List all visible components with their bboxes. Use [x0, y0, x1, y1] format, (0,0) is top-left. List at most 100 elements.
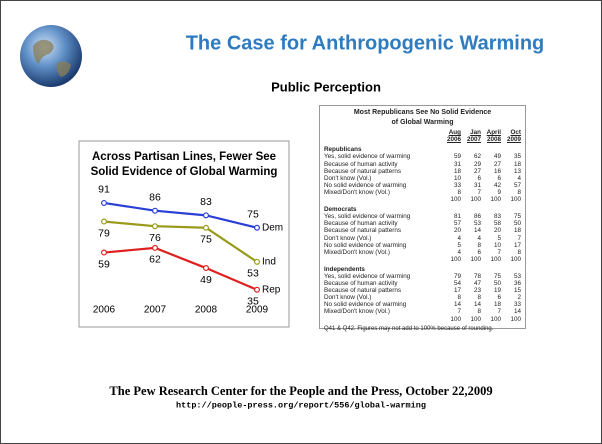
cell-value: 31 — [473, 181, 481, 189]
table-row: 100 100 100 100 — [324, 196, 521, 203]
data-label: 79 — [98, 227, 110, 239]
column-header: 2009 — [506, 136, 521, 144]
cell-value: 57 — [453, 220, 461, 228]
cell-value: 33 — [513, 301, 521, 309]
data-label: 59 — [98, 258, 110, 270]
point — [254, 286, 261, 293]
point — [152, 207, 159, 214]
row-label: No solid evidence of warming — [324, 241, 407, 249]
cell-value: 6 — [497, 294, 501, 302]
source-url: http://people-press.org/report/556/globa… — [176, 400, 426, 410]
cell-value: 18 — [453, 167, 461, 175]
row-label: Because of human activity — [324, 220, 398, 228]
cell-value: 79 — [453, 272, 461, 280]
row-label: Mixed/Don't know (Vol.) — [324, 188, 390, 196]
section-row: Independents — [324, 263, 521, 273]
cell-value: 4 — [457, 248, 461, 256]
cell-value: 9 — [497, 188, 501, 196]
cell-value: 19 — [493, 287, 501, 295]
row-label: No solid evidence of warming — [324, 181, 407, 189]
cell-value: 75 — [513, 213, 521, 221]
chart-frame — [78, 140, 290, 328]
point — [203, 265, 210, 272]
row-label: Mixed/Don't know (Vol.) — [324, 248, 390, 256]
cell-value: 23 — [473, 287, 481, 295]
cell-value: 8 — [477, 241, 481, 249]
slide-subtitle: Public Perception — [271, 79, 381, 94]
cell-value: 15 — [513, 287, 521, 295]
cell-value: 10 — [453, 174, 461, 182]
table-grid: Aug Jan April Oct 2006 2007 2008 2009 Republican… — [324, 129, 521, 322]
cell-value: 14 — [473, 227, 481, 235]
column-header: 2008 — [486, 136, 501, 144]
cell — [324, 196, 441, 203]
series-label: Rep — [262, 284, 281, 295]
data-label: 86 — [149, 191, 161, 203]
row-label: Because of human activity — [324, 160, 398, 168]
x-tick-label: 2006 — [93, 305, 116, 316]
table-row: No solid evidence of warming 33 31 42 57 — [324, 182, 521, 189]
table-row: Don't know (Vol.) 8 8 6 2 — [324, 294, 521, 301]
cell-value: 47 — [473, 280, 481, 288]
point — [254, 224, 261, 231]
cell-value: 7 — [477, 188, 481, 196]
cell-value: 100 — [450, 315, 461, 323]
cell-value: 27 — [473, 167, 481, 175]
data-label: 76 — [149, 232, 161, 244]
x-tick-label: 2009 — [246, 305, 269, 316]
chart-title: Solid Evidence of Global Warming — [91, 166, 278, 178]
globe — [20, 25, 82, 87]
cell-value: 36 — [513, 280, 521, 288]
table-row: No solid evidence of warming 5 8 10 17 — [324, 242, 521, 249]
cell-value: 78 — [473, 272, 481, 280]
data-label: 62 — [149, 254, 161, 266]
cell-value: 10 — [493, 241, 501, 249]
cell-value: 100 — [470, 315, 481, 323]
cell-value: 100 — [450, 255, 461, 263]
point — [203, 224, 210, 231]
section-name: Independents — [324, 265, 365, 273]
data-label: 75 — [247, 209, 259, 221]
column-header: 2007 — [466, 136, 481, 144]
cell-value: 81 — [453, 213, 461, 221]
cell-value: 5 — [457, 241, 461, 249]
cell-value: 100 — [450, 196, 461, 204]
cell-value: 53 — [513, 272, 521, 280]
series-label: Dem — [262, 222, 283, 233]
cell-value: 14 — [513, 308, 521, 316]
row-label: Don't know (Vol.) — [324, 234, 372, 242]
point — [152, 223, 159, 230]
column-header: 2006 — [446, 136, 461, 144]
cell-value: 18 — [513, 227, 521, 235]
data-label: 53 — [247, 268, 259, 280]
cell-value: 59 — [453, 153, 461, 161]
table-row: Mixed/Don't know (Vol.) 4 6 7 8 — [324, 249, 521, 256]
globe-land — [33, 39, 71, 77]
data-label: 75 — [200, 234, 212, 246]
column-header: April — [486, 129, 501, 137]
cell-value: 6 — [477, 248, 481, 256]
table-row: Don't know (Vol.) 10 6 6 4 — [324, 175, 521, 182]
cell-value: 86 — [473, 213, 481, 221]
cell-value: 50 — [493, 280, 501, 288]
cell-value: 100 — [490, 315, 501, 323]
series-line — [103, 246, 258, 291]
section-row: Republicans — [324, 143, 521, 153]
cell-value: 16 — [493, 167, 501, 175]
cell-value: 14 — [473, 301, 481, 309]
cell-value: 100 — [510, 315, 521, 323]
table-title: of Global Warming — [391, 119, 454, 127]
table-row: 100 100 100 100 — [324, 256, 521, 263]
cell-value: 29 — [473, 160, 481, 168]
source: The Pew Research Center for the People a… — [109, 384, 492, 398]
header-row: Aug Jan April Oct — [324, 129, 521, 136]
data-label: 91 — [98, 184, 110, 196]
cell-value: 6 — [477, 174, 481, 182]
cell — [324, 256, 441, 263]
cell-value: 83 — [493, 213, 501, 221]
table-row: Yes, solid evidence of warming 81 86 83 75 — [324, 213, 521, 220]
series-line — [103, 201, 258, 229]
cell-value: 17 — [453, 287, 461, 295]
cell-value: 33 — [453, 181, 461, 189]
